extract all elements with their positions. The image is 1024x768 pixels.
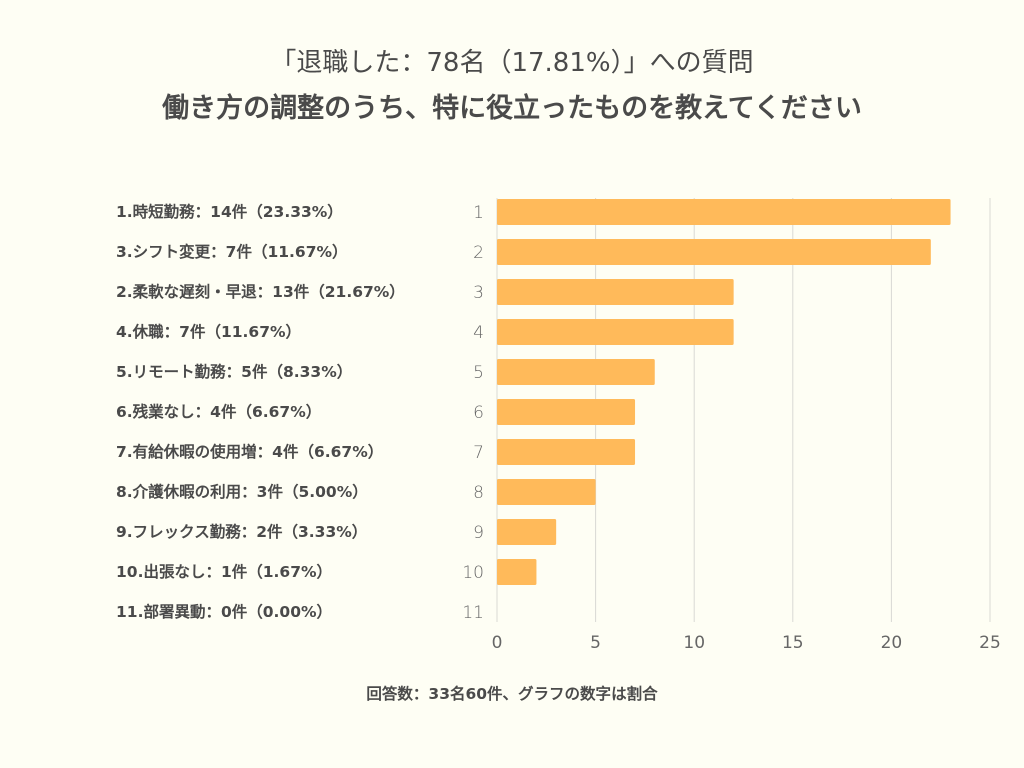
category-label: 6.残業なし：4件（6.67%） — [116, 403, 322, 421]
y-tick-label: 6 — [473, 403, 484, 423]
x-axis-ticks: 0 5 10 15 20 25 — [492, 633, 1001, 653]
y-tick-label: 9 — [473, 523, 484, 543]
bar — [497, 279, 734, 305]
y-tick-label: 8 — [473, 483, 484, 503]
bar — [497, 319, 734, 345]
y-tick-label: 3 — [473, 283, 484, 303]
category-label: 4.休職：7件（11.67%） — [116, 323, 302, 341]
category-label: 9.フレックス勤務：2件（3.33%） — [116, 523, 368, 541]
chart-title-line2: 働き方の調整のうち、特に役立ったものを教えてください — [162, 93, 862, 124]
bar — [497, 399, 636, 425]
x-tick-label: 10 — [683, 633, 705, 653]
y-tick-label: 5 — [473, 363, 484, 383]
chart-title-line1: 「退職した：78名（17.81%）」への質問 — [270, 48, 754, 78]
category-label: 1.時短勤務：14件（23.33%） — [116, 203, 343, 221]
bar — [497, 199, 951, 225]
footer-note: 回答数：33名60件、グラフの数字は割合 — [366, 685, 658, 703]
y-tick-label: 7 — [473, 443, 484, 463]
x-tick-label: 0 — [492, 633, 503, 653]
x-tick-label: 5 — [590, 633, 601, 653]
y-tick-label: 2 — [473, 243, 484, 263]
bar — [497, 559, 537, 585]
category-label: 2.柔軟な遅刻・早退：13件（21.67%） — [116, 283, 405, 301]
category-label: 8.介護休暇の利用：3件（5.00%） — [116, 483, 368, 501]
bar — [497, 239, 931, 265]
y-tick-label: 11 — [462, 603, 484, 623]
category-label: 11.部署異動：0件（0.00%） — [116, 603, 333, 621]
bar — [497, 439, 636, 465]
x-tick-label: 25 — [979, 633, 1001, 653]
bar — [497, 519, 557, 545]
bars — [497, 199, 951, 585]
x-tick-label: 15 — [782, 633, 804, 653]
x-tick-label: 20 — [881, 633, 903, 653]
y-axis-ticks: 1 2 3 4 5 6 7 8 9 10 11 — [462, 203, 484, 623]
y-tick-label: 10 — [462, 563, 484, 583]
category-label: 7.有給休暇の使用増：4件（6.67%） — [116, 443, 384, 461]
y-tick-label: 1 — [473, 203, 484, 223]
bar — [497, 479, 596, 505]
category-label: 3.シフト変更：7件（11.67%） — [116, 243, 348, 261]
y-tick-label: 4 — [473, 323, 484, 343]
category-label: 5.リモート勤務：5件（8.33%） — [116, 363, 353, 381]
bar — [497, 359, 655, 385]
category-label: 10.出張なし：1件（1.67%） — [116, 563, 333, 581]
